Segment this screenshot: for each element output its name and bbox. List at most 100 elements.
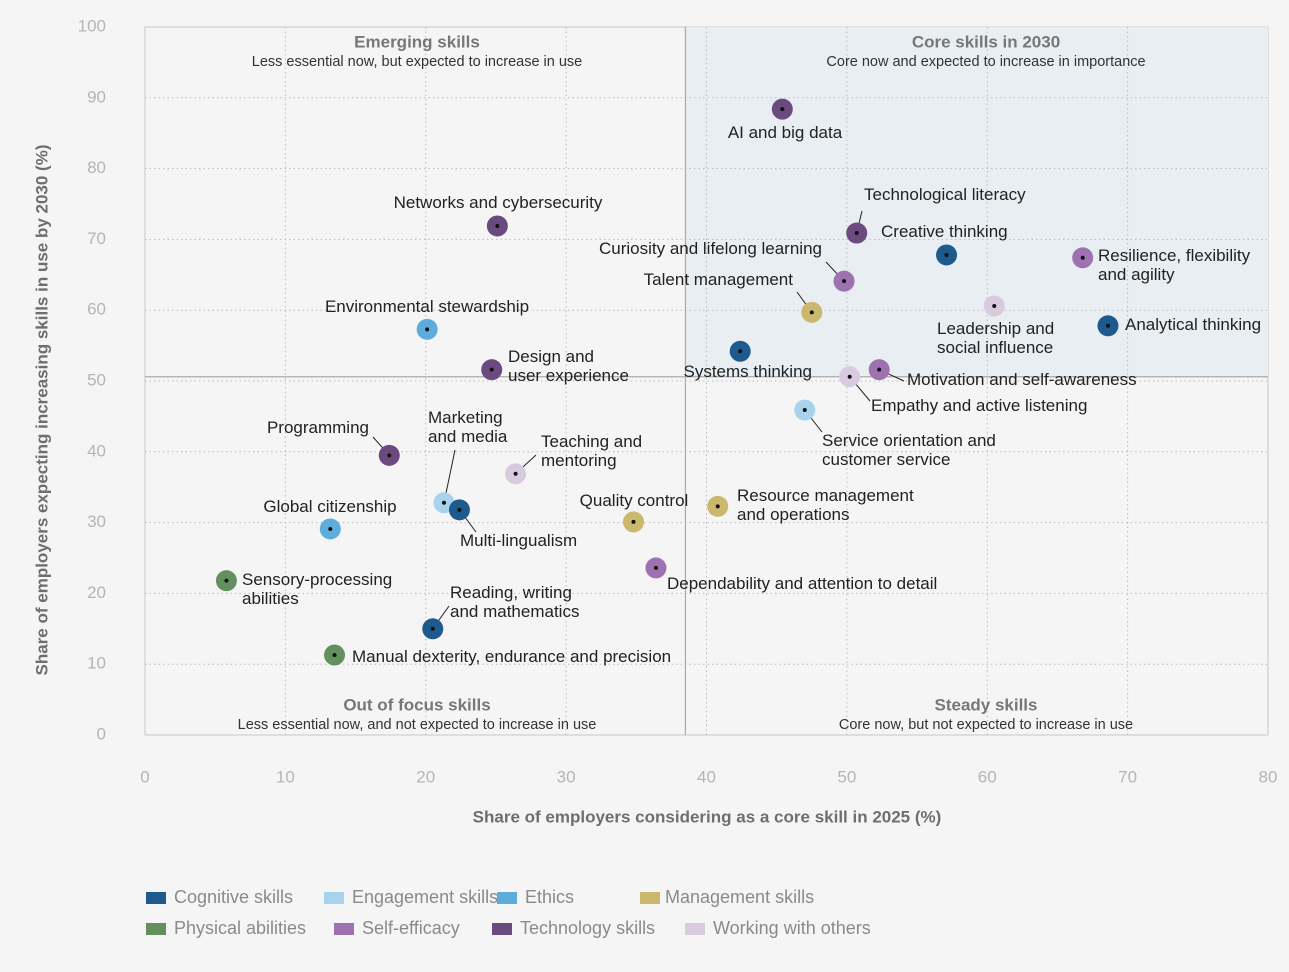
- data-point-center: [715, 504, 720, 509]
- data-point-center: [489, 367, 494, 372]
- y-tick-label: 60: [87, 300, 106, 319]
- data-point-center: [653, 565, 658, 570]
- point-label-line: Systems thinking: [684, 362, 813, 381]
- x-tick-label: 50: [837, 767, 856, 786]
- point-label: Curiosity and lifelong learning: [599, 239, 822, 258]
- data-point-center: [992, 303, 997, 308]
- y-tick-label: 0: [97, 724, 106, 743]
- y-tick-label: 20: [87, 583, 106, 602]
- point-label: Teaching and mentoring: [541, 432, 642, 470]
- point-label-line: and agility: [1098, 265, 1175, 284]
- point-label-line: Multi-lingualism: [460, 531, 577, 550]
- point-label-line: Resource management: [737, 486, 914, 505]
- point-label-line: Technological literacy: [864, 185, 1026, 204]
- point-label-line: AI and big data: [728, 123, 843, 142]
- point-label: Multi-lingualism: [460, 531, 577, 550]
- quadrant-subtitle: Core now and expected to increase in imp…: [826, 54, 1145, 70]
- point-label-line: Empathy and active listening: [871, 396, 1087, 415]
- point-label-line: social influence: [937, 338, 1053, 357]
- data-point-center: [1105, 323, 1110, 328]
- point-label-line: Programming: [267, 418, 369, 437]
- point-label-line: user experience: [508, 366, 629, 385]
- data-point-center: [854, 231, 859, 236]
- quadrant-subtitle: Less essential now, but expected to incr…: [252, 54, 582, 70]
- data-point-center: [495, 223, 500, 228]
- point-label-line: Environmental stewardship: [325, 297, 529, 316]
- core-quadrant-shade: [685, 27, 1268, 377]
- legend-swatch: [146, 892, 166, 904]
- x-tick-label: 0: [140, 767, 149, 786]
- data-point-center: [1080, 255, 1085, 260]
- data-point-center: [809, 310, 814, 315]
- point-label-line: Analytical thinking: [1125, 315, 1261, 334]
- point-label-line: Resilience, flexibility: [1098, 246, 1251, 265]
- y-tick-label: 90: [87, 87, 106, 106]
- data-point-center: [738, 349, 743, 354]
- point-label-line: abilities: [242, 589, 299, 608]
- data-point-center: [441, 500, 446, 505]
- point-label: Service orientation and customer service: [822, 431, 996, 469]
- data-point-center: [457, 507, 462, 512]
- legend-label: Management skills: [665, 887, 814, 907]
- legend-swatch: [492, 923, 512, 935]
- point-label-line: Global citizenship: [263, 497, 396, 516]
- point-label-line: Dependability and attention to detail: [667, 574, 937, 593]
- y-tick-label: 100: [78, 16, 106, 35]
- point-label-line: and mathematics: [450, 602, 579, 621]
- legend-swatch: [146, 923, 166, 935]
- legend-label: Ethics: [525, 887, 574, 907]
- y-tick-label: 30: [87, 512, 106, 531]
- data-point-center: [513, 471, 518, 476]
- point-label: Creative thinking: [881, 222, 1008, 241]
- point-label: Technological literacy: [864, 185, 1026, 204]
- quadrant-title: Core skills in 2030: [912, 32, 1060, 51]
- x-tick-label: 80: [1259, 767, 1278, 786]
- y-tick-label: 80: [87, 158, 106, 177]
- point-label-line: Teaching and: [541, 432, 642, 451]
- x-tick-label: 70: [1118, 767, 1137, 786]
- point-label: AI and big data: [728, 123, 843, 142]
- x-axis-label: Share of employers considering as a core…: [473, 807, 942, 826]
- data-point-center: [430, 626, 435, 631]
- quadrant-title: Out of focus skills: [343, 695, 490, 714]
- y-axis-label: Share of employers expecting increasing …: [32, 145, 51, 676]
- point-label: Global citizenship: [263, 497, 396, 516]
- data-point-center: [332, 652, 337, 657]
- y-tick-label: 50: [87, 370, 106, 389]
- point-label: Sensory-processing abilities: [242, 570, 392, 608]
- x-tick-label: 60: [978, 767, 997, 786]
- quadrant-subtitle: Core now, but not expected to increase i…: [839, 717, 1133, 733]
- point-label-line: Marketing: [428, 408, 503, 427]
- point-label: Design and user experience: [508, 347, 629, 385]
- point-label: Resource management and operations: [737, 486, 914, 524]
- point-label: Dependability and attention to detail: [667, 574, 937, 593]
- x-tick-label: 10: [276, 767, 295, 786]
- legend-label: Self-efficacy: [362, 918, 460, 938]
- legend-label: Physical abilities: [174, 918, 306, 938]
- point-label: Motivation and self-awareness: [907, 370, 1137, 389]
- data-point-center: [224, 578, 229, 583]
- legend-swatch: [334, 923, 354, 935]
- y-tick-label: 40: [87, 441, 106, 460]
- point-label-line: Design and: [508, 347, 594, 366]
- point-label-line: Manual dexterity, endurance and precisio…: [352, 647, 671, 666]
- point-label: Manual dexterity, endurance and precisio…: [352, 647, 671, 666]
- data-point-center: [425, 327, 430, 332]
- x-tick-label: 20: [416, 767, 435, 786]
- point-label-line: Networks and cybersecurity: [394, 193, 603, 212]
- point-label: Talent management: [644, 270, 794, 289]
- point-label-line: Talent management: [644, 270, 794, 289]
- point-label-line: Service orientation and: [822, 431, 996, 450]
- point-label-line: mentoring: [541, 451, 617, 470]
- point-label: Analytical thinking: [1125, 315, 1261, 334]
- legend-label: Technology skills: [520, 918, 655, 938]
- y-tick-label: 10: [87, 654, 106, 673]
- data-point-center: [631, 519, 636, 524]
- point-label: Programming: [267, 418, 369, 437]
- point-label-line: and operations: [737, 505, 849, 524]
- data-point-center: [842, 279, 847, 284]
- legend-swatch: [640, 892, 660, 904]
- point-label: Quality control: [580, 491, 689, 510]
- legend-swatch: [324, 892, 344, 904]
- point-label: Systems thinking: [684, 362, 813, 381]
